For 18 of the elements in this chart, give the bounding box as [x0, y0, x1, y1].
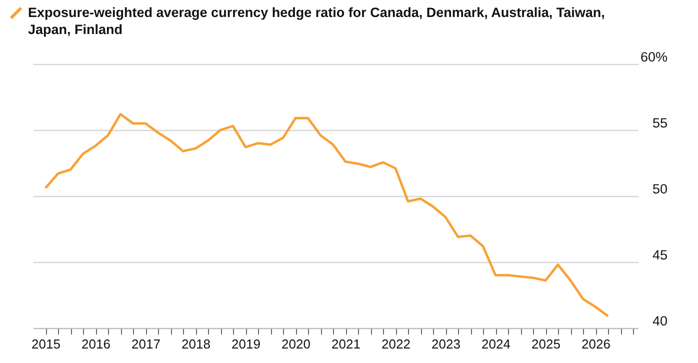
x-tick-label: 2017	[132, 336, 160, 352]
x-tick-label: 2024	[482, 336, 510, 352]
x-tick-label: 2025	[532, 336, 560, 352]
x-tick-label: 2019	[232, 336, 260, 352]
y-tick-label: 55	[652, 116, 668, 130]
x-tick-label: 2026	[582, 336, 610, 352]
x-tick-label: 2023	[432, 336, 460, 352]
chart-title: Exposure-weighted average currency hedge ratio for Canada, Denmark, Australia, Taiwan, Japan, Finland	[28, 4, 606, 38]
y-tick-label: 40	[652, 314, 668, 328]
x-tick-label: 2015	[32, 336, 60, 352]
y-tick-label: 60%	[640, 50, 668, 64]
y-tick-label: 50	[652, 182, 668, 196]
y-tick-label: 45	[652, 248, 668, 262]
x-tick-label: 2021	[332, 336, 360, 352]
x-tick-label: 2018	[182, 336, 210, 352]
x-tick-label: 2020	[282, 336, 310, 352]
x-tick-label: 2016	[82, 336, 110, 352]
x-tick-label: 2022	[382, 336, 410, 352]
